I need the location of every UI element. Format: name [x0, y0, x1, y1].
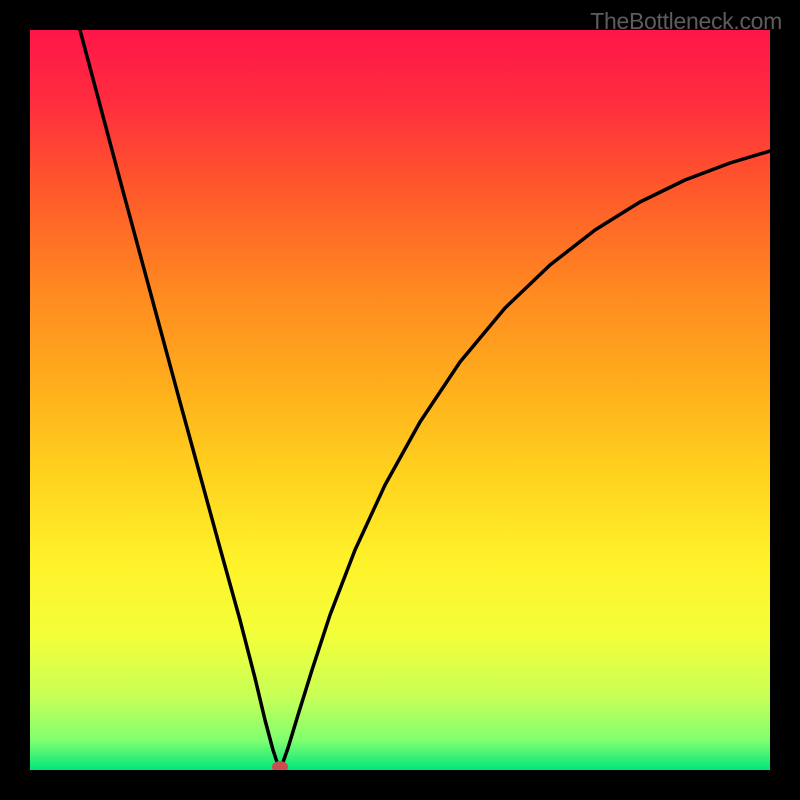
bottleneck-curve	[30, 30, 770, 770]
minimum-marker-icon	[272, 761, 288, 770]
plot-area	[30, 30, 770, 770]
watermark-text: TheBottleneck.com	[590, 8, 782, 35]
curve-path	[80, 30, 770, 770]
bottleneck-chart	[0, 0, 800, 800]
